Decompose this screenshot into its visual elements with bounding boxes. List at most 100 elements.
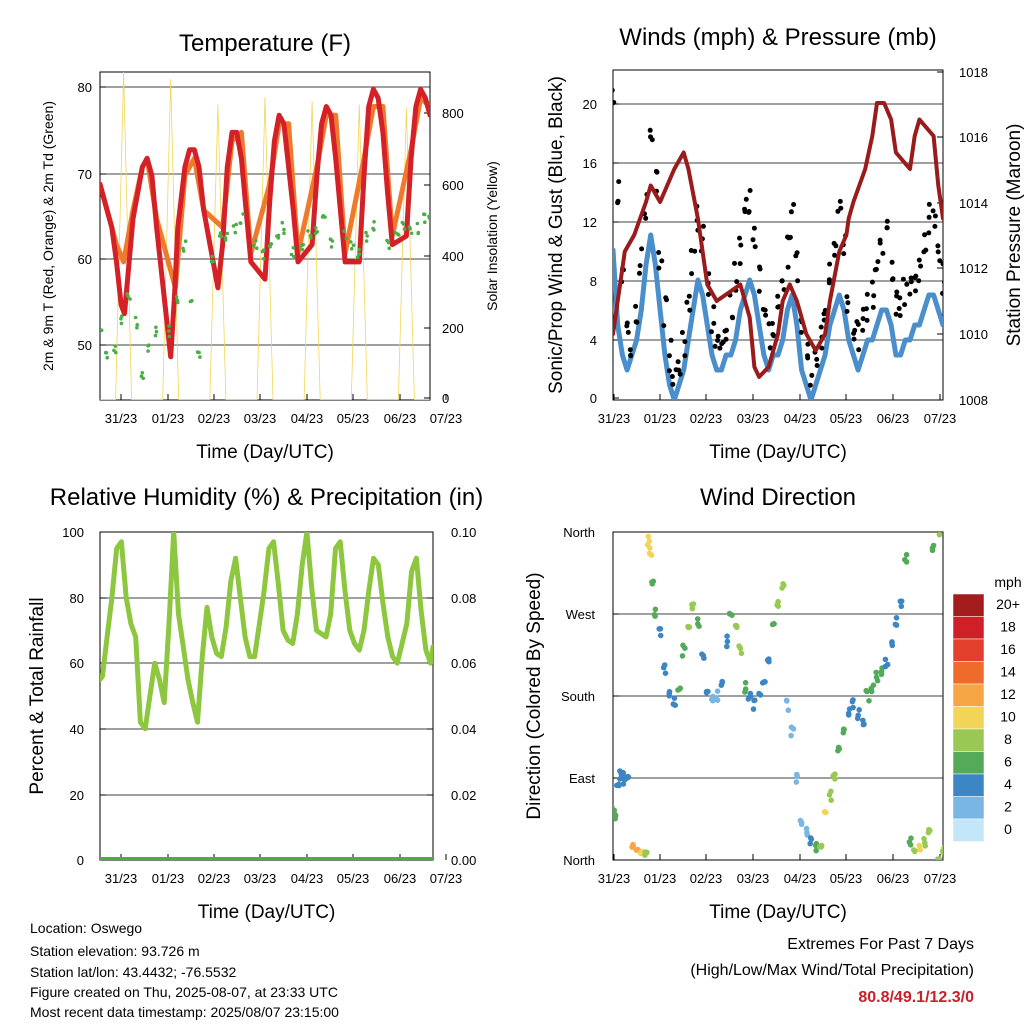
gust-point xyxy=(860,327,866,333)
gust-point xyxy=(896,306,902,311)
dewpoint-point xyxy=(276,236,281,240)
gust-point xyxy=(637,263,643,269)
direction-point xyxy=(863,687,869,694)
direction-point xyxy=(868,688,875,695)
direction-point xyxy=(724,633,730,639)
direction-point xyxy=(761,678,768,685)
gust-point xyxy=(684,299,690,305)
gust-point xyxy=(908,275,914,281)
dewpoint-point xyxy=(119,317,123,321)
direction-point xyxy=(670,701,677,707)
direction-point xyxy=(742,679,749,686)
dewpoint-point xyxy=(276,233,281,238)
humidity-line xyxy=(100,532,433,732)
gust-point xyxy=(935,243,941,249)
dewpoint-point xyxy=(254,246,259,250)
gust-point xyxy=(897,313,903,319)
gust-point xyxy=(844,294,850,300)
dewpoint-point xyxy=(113,344,118,348)
dewpoint-point xyxy=(254,238,258,243)
dewpoint-point xyxy=(217,234,222,238)
gust-point xyxy=(705,292,711,297)
direction-point xyxy=(620,781,627,787)
colorbar-swatch xyxy=(952,593,985,617)
gust-point xyxy=(628,352,634,358)
direction-point xyxy=(818,842,825,849)
gust-point xyxy=(814,363,820,368)
dewpoint-point xyxy=(372,220,376,224)
direction-point xyxy=(898,603,905,610)
dewpoint-point xyxy=(289,252,294,257)
dewpoint-point xyxy=(100,328,101,330)
humidity-ytick-label: 0 xyxy=(77,853,84,868)
dewpoint-point xyxy=(400,220,405,225)
gust-point xyxy=(659,258,665,264)
extremes-subtitle: (High/Low/Max Wind/Total Precipitation) xyxy=(690,962,974,979)
dewpoint-point xyxy=(306,229,310,233)
dewpoint-point xyxy=(146,349,150,353)
direction-point xyxy=(756,691,763,698)
gust-point xyxy=(907,291,913,297)
colorbar-swatch xyxy=(952,751,985,775)
direction-point xyxy=(794,771,800,778)
dewpoint-point xyxy=(423,220,427,224)
colorbar-swatch xyxy=(952,796,985,820)
gust-point xyxy=(851,336,857,342)
gust-point xyxy=(916,257,922,263)
dewpoint-point xyxy=(128,297,132,301)
wind_pressure-xtick-label: 07/23 xyxy=(924,411,957,426)
dewpoint-point xyxy=(238,221,243,225)
gust-point xyxy=(880,250,886,256)
dewpoint-point xyxy=(282,227,286,232)
dewpoint-point xyxy=(282,231,286,236)
direction-point xyxy=(832,771,838,777)
gust-point xyxy=(682,353,688,359)
dewpoint-point xyxy=(329,245,334,249)
dewpoint-point xyxy=(181,246,185,251)
colorbar-swatch xyxy=(952,683,985,707)
gust-point xyxy=(932,223,938,229)
dewpoint-point xyxy=(422,212,427,217)
wind_pressure-ylabel-left: Sonic/Prop Wind & Gust (Blue, Black) xyxy=(546,76,567,394)
gust-point xyxy=(751,225,757,231)
dewpoint-point xyxy=(140,371,145,375)
dewpoint-point xyxy=(231,224,236,228)
wind_direction-marks xyxy=(613,532,943,860)
gust-point xyxy=(613,87,615,93)
colorbar-swatch xyxy=(952,661,985,685)
dewpoint-point xyxy=(147,343,151,348)
direction-point xyxy=(679,653,686,659)
direction-point xyxy=(696,623,702,629)
temperature-xtick-label: 01/23 xyxy=(152,411,185,426)
direction-point xyxy=(724,638,731,645)
footer-created: Figure created on Thu, 2025-08-07, at 23… xyxy=(30,984,338,1000)
wind_pressure-xtick-label: 01/23 xyxy=(644,411,677,426)
direction-point xyxy=(854,715,861,722)
colorbar-swatch xyxy=(952,706,985,730)
temperature-xtick-label: 05/23 xyxy=(337,411,370,426)
humidity-y2tick-label: 0.02 xyxy=(451,788,476,803)
dewpoint-point xyxy=(315,230,320,234)
dewpoint-point xyxy=(309,235,313,240)
dewpoint-point xyxy=(291,246,296,250)
gust-point xyxy=(737,235,742,241)
direction-point xyxy=(861,721,867,727)
gust-point xyxy=(738,242,744,248)
gust-point xyxy=(643,215,649,221)
colorbar-label: 18 xyxy=(1000,619,1016,635)
wind_pressure-xtick-label: 06/23 xyxy=(877,411,910,426)
gust-point xyxy=(926,230,932,236)
direction-point xyxy=(807,840,813,847)
gust-point xyxy=(669,374,675,379)
dewpoint-point xyxy=(211,259,215,264)
dewpoint-point xyxy=(141,376,145,381)
gust-point xyxy=(711,320,717,326)
wind_pressure-ytick-label: 12 xyxy=(583,215,597,230)
direction-point xyxy=(812,842,819,849)
humidity-ytick-label: 100 xyxy=(62,525,84,540)
direction-point xyxy=(903,559,910,565)
gust-point xyxy=(860,316,866,322)
direction-point xyxy=(747,693,754,700)
gust-point xyxy=(712,343,718,349)
direction-point xyxy=(656,626,662,632)
